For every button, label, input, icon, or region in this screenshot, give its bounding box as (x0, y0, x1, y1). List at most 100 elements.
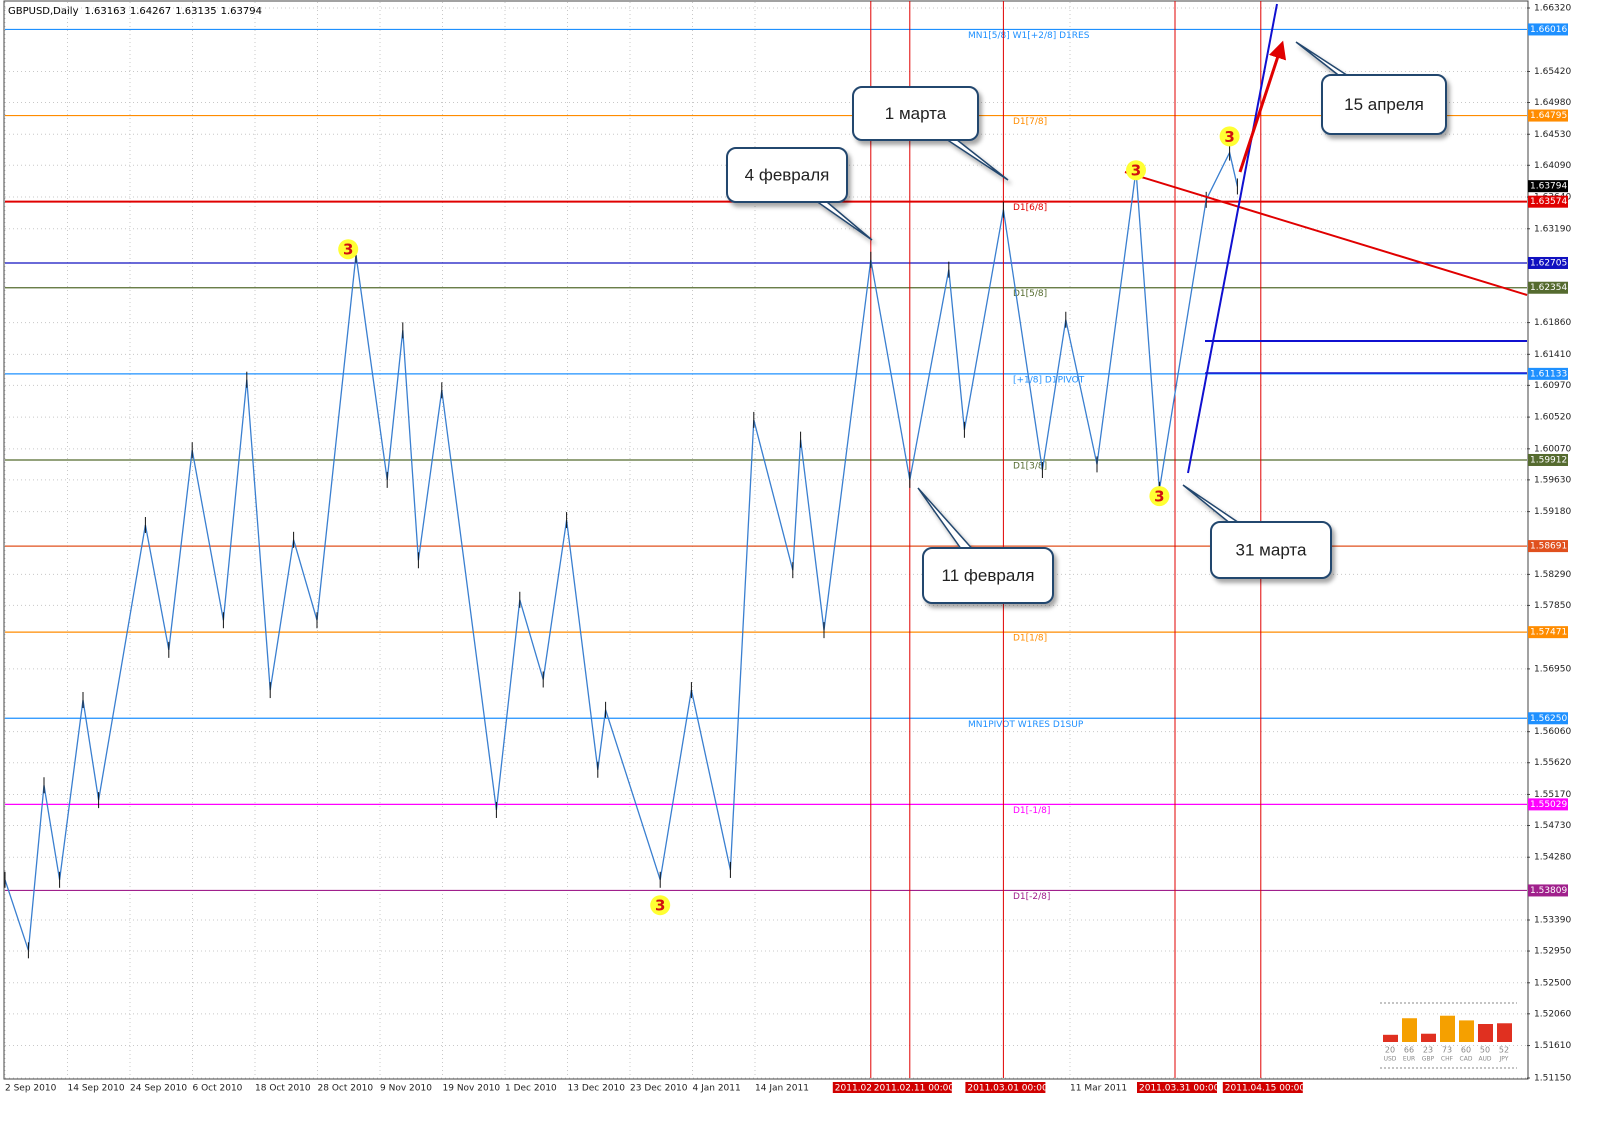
x-tick-label: 18 Oct 2010 (255, 1084, 311, 1094)
callout-box (1321, 74, 1447, 135)
x-tick-label: 24 Sep 2010 (130, 1084, 187, 1094)
meter-value: 50 (1480, 1046, 1490, 1055)
callout-box (1210, 521, 1332, 579)
wave-label: 3 (1224, 128, 1234, 146)
meter-bar (1421, 1033, 1436, 1042)
y-tick-label: 1.54730 (1534, 821, 1571, 831)
meter-currency: CHF (1441, 1056, 1454, 1063)
y-tick-label: 1.65420 (1534, 67, 1571, 77)
meter-value: 23 (1423, 1046, 1433, 1055)
y-tick-label: 1.60970 (1534, 381, 1571, 391)
meter-bar (1478, 1024, 1493, 1042)
y-tick-label: 1.61410 (1534, 350, 1571, 360)
x-tick-label: 19 Nov 2010 (443, 1084, 501, 1094)
callout (917, 487, 1054, 604)
callout (1182, 484, 1332, 579)
vertical-tag-label: 2011.02.11 00:00 (874, 1084, 955, 1094)
y-tick-label: 1.51150 (1534, 1074, 1571, 1084)
wave-mark (1219, 126, 1240, 147)
low: 1.63135 (175, 6, 216, 17)
callout-box (852, 86, 979, 141)
meter-bar (1459, 1020, 1474, 1042)
callout-text: 1 марта (885, 104, 947, 123)
symbol: GBPUSD,Daily (8, 6, 79, 17)
y-tick-label: 1.52060 (1534, 1009, 1571, 1019)
x-tick-label: 1 Dec 2010 (505, 1084, 557, 1094)
meter-currency: GBP (1422, 1056, 1435, 1063)
price-tag (1528, 712, 1568, 725)
y-tick-label: 1.51610 (1534, 1041, 1571, 1051)
meter-currency: JPY (1499, 1056, 1509, 1063)
y-tick-label: 1.57850 (1534, 601, 1571, 611)
x-tick-label: 6 Oct 2010 (193, 1084, 243, 1094)
y-tick-label: 1.64530 (1534, 130, 1571, 140)
price-tag (1528, 256, 1568, 269)
meter-currency: CAD (1460, 1056, 1473, 1063)
wave-label: 3 (655, 897, 665, 915)
price-tag-label: 1.56250 (1530, 714, 1567, 724)
y-tick-label: 1.56060 (1534, 727, 1571, 737)
price-tag (1528, 626, 1568, 639)
x-tick-label: 14 Sep 2010 (68, 1084, 125, 1094)
level-label: D1[-1/8] (1013, 806, 1050, 816)
meter-bar (1440, 1015, 1455, 1042)
price-tag (1528, 367, 1568, 380)
meter-value: 20 (1385, 1046, 1395, 1055)
price-tag (1528, 798, 1568, 811)
y-tick-label: 1.63190 (1534, 224, 1571, 234)
wave-mark (338, 239, 359, 260)
current-price-tag (1528, 180, 1568, 193)
arrow (1238, 40, 1287, 173)
wave-label: 3 (1154, 488, 1164, 506)
meter-currency: USD (1384, 1056, 1397, 1063)
callout-text: 31 марта (1236, 540, 1307, 559)
meter-value: 60 (1461, 1046, 1471, 1055)
y-tick-label: 1.64090 (1534, 161, 1571, 171)
vertical-tag-label: 2011.03.01 00:00 (967, 1084, 1048, 1094)
levels-layer: MN1[5/8] W1[+2/8] D1RES D1[7/8] D1[6/8] D1[… (5, 1, 1527, 1078)
vertical-tag (1137, 1082, 1217, 1093)
header: GBPUSD,Daily 1.63163 1.64267 1.63135 1.63794 (8, 6, 262, 17)
price-tag-label: 1.64795 (1530, 111, 1567, 121)
meter-currency: AUD (1478, 1056, 1491, 1063)
x-tick-label: 9 Nov 2010 (380, 1084, 432, 1094)
meter-bar (1402, 1018, 1417, 1042)
level-label: D1[6/8] (1013, 203, 1047, 213)
wave-mark (1149, 486, 1170, 507)
price-tag-label: 1.66016 (1530, 25, 1567, 35)
y-tick-label: 1.52500 (1534, 978, 1571, 988)
price-tag-label: 1.61133 (1530, 369, 1567, 379)
y-tick-label: 1.53390 (1534, 916, 1571, 926)
level-label: MN1PIVOT W1RES D1SUP (968, 720, 1084, 730)
vertical-tag-label: 2011.03.31 00:00 (1139, 1084, 1220, 1094)
current-price-label: 1.63794 (1530, 182, 1567, 192)
vertical-tag (1222, 1082, 1303, 1093)
callout-box (922, 547, 1054, 604)
meter-currency: EUR (1403, 1056, 1415, 1063)
x-tick-label: 23 Dec 2010 (630, 1084, 688, 1094)
price-tag-label: 1.55029 (1530, 800, 1567, 810)
callout (1295, 41, 1447, 135)
meter-bar (1497, 1023, 1512, 1042)
level-label: D1[7/8] (1013, 117, 1047, 127)
price-tag (1528, 453, 1568, 466)
trend-line (1187, 3, 1278, 474)
level-label: D1[-2/8] (1013, 892, 1050, 902)
price-tag (1528, 281, 1568, 294)
price-tag-label: 1.59912 (1530, 455, 1567, 465)
y-tick-label: 1.61860 (1534, 318, 1571, 328)
y-tick-label: 1.64980 (1534, 98, 1571, 108)
price-tag-label: 1.53809 (1530, 886, 1567, 896)
meter-value: 66 (1404, 1046, 1414, 1055)
level-label: D1[1/8] (1013, 634, 1047, 644)
y-tick-label: 1.59180 (1534, 507, 1571, 517)
vertical-tag (965, 1082, 1046, 1093)
price-tag (1528, 195, 1568, 208)
callout-text: 15 апреля (1344, 95, 1424, 114)
price-tag-label: 1.57471 (1530, 628, 1567, 638)
y-tick-label: 1.55620 (1534, 758, 1571, 768)
x-tick-label: 13 Dec 2010 (568, 1084, 626, 1094)
y-tick-label: 1.52950 (1534, 947, 1571, 957)
